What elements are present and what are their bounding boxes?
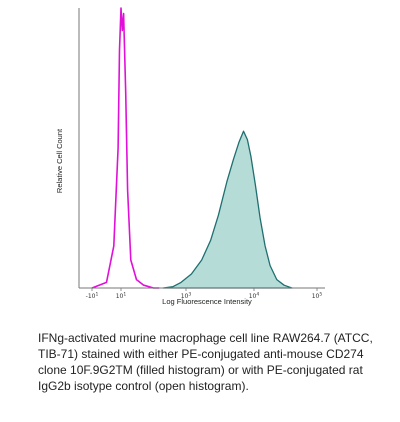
- series-filled-histogram: [162, 130, 293, 289]
- plot-area: [91, 7, 293, 289]
- figure-caption: IFNg-activated murine macrophage cell li…: [38, 331, 373, 393]
- x-axis-label: Log Fluorescence Intensity: [162, 297, 252, 306]
- x-tick-label: 101: [116, 292, 127, 301]
- x-tick-label: 105: [312, 292, 323, 301]
- x-tick-label: -101: [86, 292, 99, 301]
- x-tick-label: 104: [249, 292, 260, 301]
- series-open-histogram: [91, 7, 160, 289]
- y-axis-label: Relative Cell Count: [55, 128, 64, 193]
- x-tick-group: -101 101 103 104 105: [86, 288, 323, 301]
- x-tick-label: 103: [181, 292, 192, 301]
- histogram-chart: -101 101 103 104 105 Log Fluorescence Intens…: [55, 7, 325, 306]
